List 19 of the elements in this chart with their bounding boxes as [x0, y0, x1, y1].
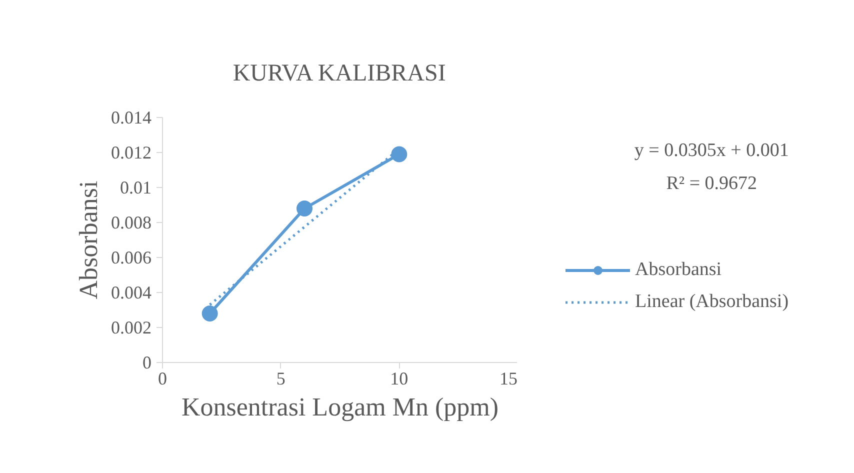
x-tick-label: 15 [500, 368, 518, 388]
y-tick-label: 0.004 [111, 282, 152, 302]
chart-title: KURVA KALIBRASI [232, 60, 446, 86]
y-tick-label: 0.002 [111, 318, 152, 338]
x-tick-label: 5 [276, 368, 286, 388]
x-tick-label: 10 [390, 368, 408, 388]
x-axis-title: Konsentrasi Logam Mn (ppm) [182, 392, 499, 422]
y-tick-label: 0.012 [111, 142, 152, 162]
legend-label: Linear (Absorbansi) [635, 291, 789, 313]
x-tick-label: 0 [158, 368, 167, 388]
y-axis-title: Absorbansi [74, 180, 103, 300]
y-tick-label: 0.008 [111, 212, 152, 232]
text: R² = 0.9672 [666, 173, 758, 194]
y-tick-label: 0.006 [111, 248, 152, 268]
y-tick-label: 0.01 [120, 178, 152, 198]
text: y = 0.0305x + 0.001 [634, 140, 789, 162]
y-tick-label: 0.014 [111, 108, 152, 128]
legend-label: Absorbansi [635, 259, 722, 281]
y-tick-label: 0 [142, 352, 152, 372]
